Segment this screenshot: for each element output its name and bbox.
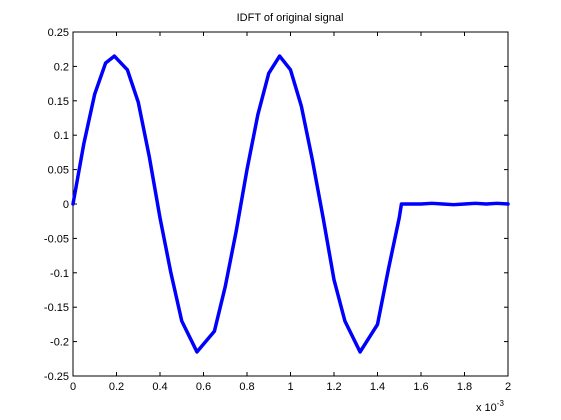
x-tick-label: 2	[505, 381, 511, 393]
x-axis-ticks: 0 0.2 0.4 0.6 0.8 1 1.2 1.4 1.6 1.8 2	[70, 32, 511, 393]
y-tick-label: -0.05	[44, 233, 69, 245]
y-tick-label: -0.2	[50, 337, 69, 349]
y-tick-label: -0.1	[50, 268, 69, 280]
x-axis-multiplier-base: x 10	[476, 402, 497, 414]
x-tick-label: 1.4	[370, 381, 385, 393]
chart-title: IDFT of original signal	[237, 12, 344, 24]
x-tick-label: 0	[70, 381, 76, 393]
x-tick-label: 1.2	[326, 381, 341, 393]
x-tick-label: 0.2	[109, 381, 124, 393]
series-line	[71, 54, 510, 354]
x-tick-label: 0.4	[152, 381, 167, 393]
y-tick-label: 0.25	[48, 27, 69, 39]
y-tick-label: 0.1	[54, 130, 69, 142]
y-tick-label: -0.25	[44, 371, 69, 383]
x-axis-multiplier-exponent: -3	[497, 399, 505, 408]
y-tick-label: -0.15	[44, 302, 69, 314]
x-tick-label: 1.6	[413, 381, 428, 393]
y-tick-label: 0.15	[48, 96, 69, 108]
x-tick-label: 0.6	[196, 381, 211, 393]
y-axis-ticks: 0.25 0.2 0.15 0.1 0.05 0 -0.05 -0.1 -0.15 -0.2 -0.…	[44, 27, 508, 383]
x-tick-label: 0.8	[239, 381, 254, 393]
y-tick-label: 0.2	[54, 61, 69, 73]
series-layer	[71, 54, 510, 354]
y-tick-label: 0	[63, 199, 69, 211]
y-tick-label: 0.05	[48, 165, 69, 177]
x-tick-label: 1	[287, 381, 293, 393]
x-tick-label: 1.8	[457, 381, 472, 393]
x-axis-multiplier: x 10-3	[476, 399, 504, 414]
